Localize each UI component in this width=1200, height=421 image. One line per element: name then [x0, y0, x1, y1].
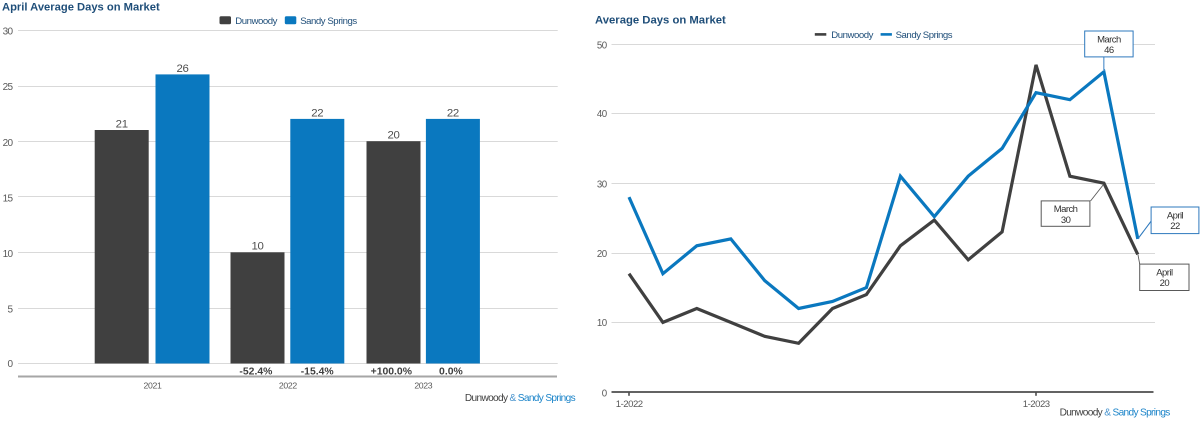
- svg-text:-15.4%: -15.4%: [301, 366, 334, 377]
- svg-text:0: 0: [7, 359, 13, 370]
- svg-text:April: April: [1167, 211, 1184, 222]
- svg-text:Dunwoody & Sandy Springs: Dunwoody & Sandy Springs: [1060, 408, 1171, 419]
- svg-text:2023: 2023: [414, 381, 432, 391]
- svg-text:26: 26: [176, 63, 188, 75]
- svg-text:1-2022: 1-2022: [616, 399, 643, 410]
- svg-text:30: 30: [1061, 215, 1071, 226]
- svg-text:1-2023: 1-2023: [1023, 399, 1050, 410]
- svg-text:0.0%: 0.0%: [439, 366, 463, 377]
- svg-text:15: 15: [3, 193, 14, 204]
- svg-text:40: 40: [597, 109, 608, 120]
- svg-text:March: March: [1054, 204, 1078, 215]
- svg-text:22: 22: [1170, 221, 1180, 232]
- svg-text:Dunwoody: Dunwoody: [831, 30, 873, 41]
- svg-text:2021: 2021: [144, 381, 162, 391]
- svg-text:March: March: [1097, 34, 1121, 45]
- svg-text:Average Days on Market: Average Days on Market: [595, 15, 726, 27]
- svg-text:2022: 2022: [279, 381, 297, 391]
- svg-text:10: 10: [251, 241, 263, 253]
- svg-text:21: 21: [116, 118, 128, 130]
- svg-text:+100.0%: +100.0%: [371, 366, 412, 377]
- svg-text:25: 25: [3, 82, 14, 93]
- svg-text:46: 46: [1104, 45, 1114, 56]
- svg-text:20: 20: [1160, 278, 1170, 289]
- svg-text:50: 50: [597, 40, 608, 51]
- svg-text:30: 30: [3, 27, 14, 38]
- svg-text:April: April: [1156, 268, 1173, 279]
- svg-text:20: 20: [3, 138, 14, 149]
- svg-text:-52.4%: -52.4%: [239, 366, 272, 377]
- svg-text:Dunwoody & Sandy Springs: Dunwoody & Sandy Springs: [465, 393, 576, 404]
- svg-text:10: 10: [3, 249, 14, 260]
- svg-text:Dunwoody: Dunwoody: [235, 16, 277, 27]
- svg-text:30: 30: [597, 180, 608, 191]
- svg-text:Sandy Springs: Sandy Springs: [896, 30, 953, 41]
- svg-text:0: 0: [602, 388, 608, 399]
- svg-text:April Average Days on Market: April Average Days on Market: [2, 1, 160, 13]
- svg-text:10: 10: [597, 318, 608, 329]
- svg-text:22: 22: [447, 107, 459, 119]
- svg-text:20: 20: [597, 249, 608, 260]
- svg-text:20: 20: [387, 130, 399, 142]
- svg-text:5: 5: [7, 305, 13, 316]
- svg-text:22: 22: [311, 107, 323, 119]
- svg-text:Sandy Springs: Sandy Springs: [300, 16, 357, 27]
